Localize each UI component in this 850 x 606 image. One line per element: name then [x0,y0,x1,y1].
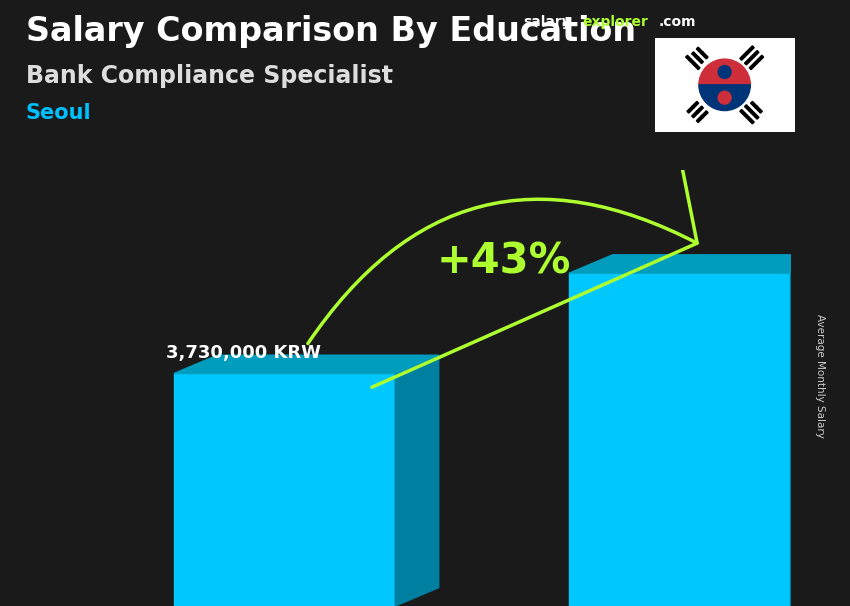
Bar [749,55,763,70]
Bar [745,50,759,65]
Text: Average Monthly Salary: Average Monthly Salary [815,314,825,438]
Wedge shape [699,85,751,110]
Bar [696,56,704,64]
Text: Seoul: Seoul [26,103,91,123]
Bar [686,55,700,70]
Text: 3,730,000 KRW: 3,730,000 KRW [166,344,321,362]
Bar [692,52,699,59]
Bar [570,273,790,606]
FancyArrowPatch shape [308,0,697,387]
Bar [755,106,762,113]
Bar [745,105,759,119]
Circle shape [718,92,731,104]
Circle shape [718,65,731,78]
Bar [174,373,395,606]
Bar [740,110,754,124]
Bar [687,106,694,113]
Bar [692,101,699,108]
Bar [696,47,704,55]
Bar [701,52,708,59]
Text: salary: salary [523,15,570,29]
Text: .com: .com [659,15,696,29]
Polygon shape [570,255,834,273]
Wedge shape [699,59,751,85]
Bar [751,101,757,108]
Polygon shape [790,255,834,606]
Text: explorer: explorer [582,15,648,29]
Bar [696,106,704,113]
Bar [701,111,708,118]
Bar [696,115,704,122]
Text: Bank Compliance Specialist: Bank Compliance Specialist [26,64,393,88]
Bar [740,46,754,60]
Bar [692,111,699,118]
Polygon shape [174,355,439,373]
Polygon shape [395,355,439,606]
Text: Salary Comparison By Education: Salary Comparison By Education [26,15,636,48]
Text: +43%: +43% [437,241,571,282]
